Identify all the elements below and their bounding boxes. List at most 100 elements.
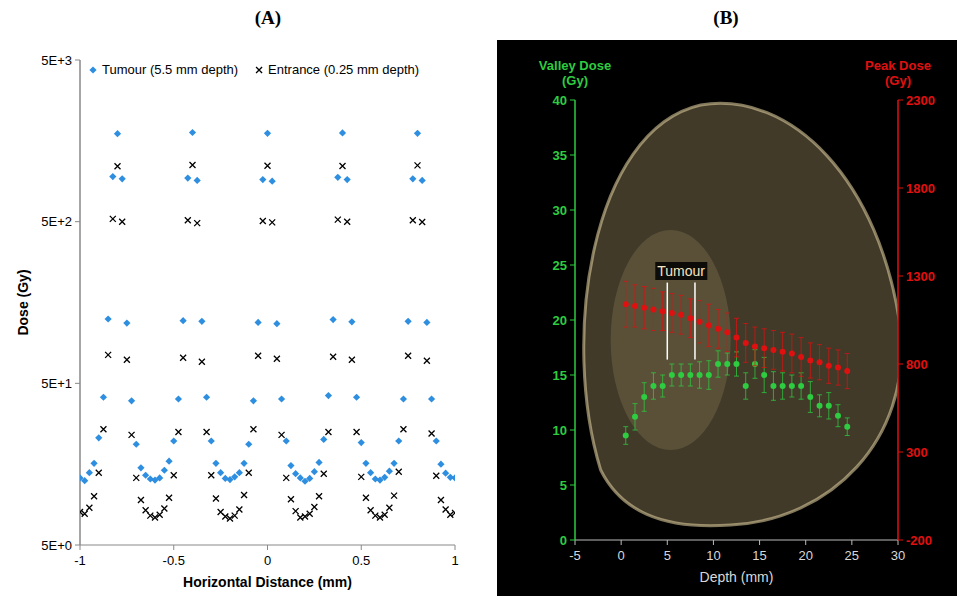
y-tick-label: 15 [553,368,567,383]
data-point [259,176,266,183]
y-tick [75,221,80,222]
error-bar [808,382,813,413]
data-point [362,460,369,467]
x-axis-title: Depth (mm) [700,569,774,585]
error-bar [651,373,656,399]
plot-marks [623,281,850,444]
error-bar [623,281,628,327]
data-point [817,403,823,409]
data-point [650,306,656,312]
error-bar [697,301,702,343]
data-point [325,392,332,399]
y-tick-label: 30 [553,203,567,218]
data-point [734,361,740,367]
data-point [678,312,684,318]
legend-marker [256,67,262,73]
data-point [451,474,455,481]
data-point [390,460,397,467]
y-tick-label: 0 [560,533,567,548]
x-tick [759,540,760,545]
data-point [236,506,242,512]
data-point [405,353,411,359]
error-bar [826,393,831,419]
error-bar [725,313,730,352]
data-point [340,163,346,169]
data-point [311,504,317,510]
legend: Tumour (5.5 mm depth)Entrance (0.25 mm d… [89,62,419,77]
data-point [114,130,121,137]
data-point [138,497,144,503]
x-tick-label: 0 [264,553,271,568]
data-point [817,359,823,365]
data-point [452,510,455,516]
error-bar [706,304,711,346]
x-tick-label: -1 [74,553,86,568]
error-bar [780,373,785,399]
data-point [437,461,444,468]
data-point [283,437,290,444]
error-bar [817,345,822,380]
data-point [240,460,247,467]
error-bar [752,327,757,366]
data-point [687,315,693,321]
y2-tick [898,188,903,189]
data-point [715,361,721,367]
figure: (A)-1-0.500.515E+05E+15E+25E+3Horizontal… [0,0,964,600]
error-bar [623,427,628,445]
x-tick-label: 1 [451,553,458,568]
error-bar [771,331,776,370]
data-point [91,493,97,499]
error-bar [771,372,776,401]
data-point [100,426,106,432]
error-bar [780,332,785,371]
data-point [269,219,275,225]
y-tick [570,210,575,211]
x-tick [805,540,806,545]
x-tick-label: 30 [891,548,905,563]
data-point [287,462,294,469]
data-point [743,340,749,346]
data-point [250,426,256,432]
x-tick [361,545,362,550]
data-point [395,437,402,444]
data-point [133,475,139,481]
skull-image [584,103,898,525]
data-point [90,460,97,467]
y2-tick [898,364,903,365]
data-point [678,372,684,378]
data-point [623,433,629,439]
data-point [770,383,776,389]
axis-title-line: (Gy) [562,73,588,88]
data-point [724,361,730,367]
data-point [100,394,107,401]
data-point [697,319,703,325]
data-point [789,350,795,356]
data-point [212,460,219,467]
y-tick-label: 10 [553,423,567,438]
data-point [311,468,318,475]
error-bar [669,294,674,333]
data-point [156,474,163,481]
data-point [660,308,666,314]
data-point [349,357,355,363]
data-point [82,511,88,517]
error-bar [660,292,665,331]
annotation-patch [655,262,707,280]
data-point [115,163,121,169]
series [623,281,850,388]
y2-axis-line [897,100,899,540]
data-point [335,217,341,223]
annotation-line [667,283,669,360]
y2-tick [898,276,903,277]
data-point [382,512,388,518]
data-point [231,473,238,480]
data-point [650,383,656,389]
data-point [133,441,140,448]
y-tick [570,155,575,156]
data-point [321,471,327,477]
data-point [844,424,850,430]
y2-tick-label: -200 [906,533,932,548]
data-point [400,395,407,402]
x-axis-title: Horizontal Distance (mm) [183,574,352,590]
data-point [330,316,337,323]
